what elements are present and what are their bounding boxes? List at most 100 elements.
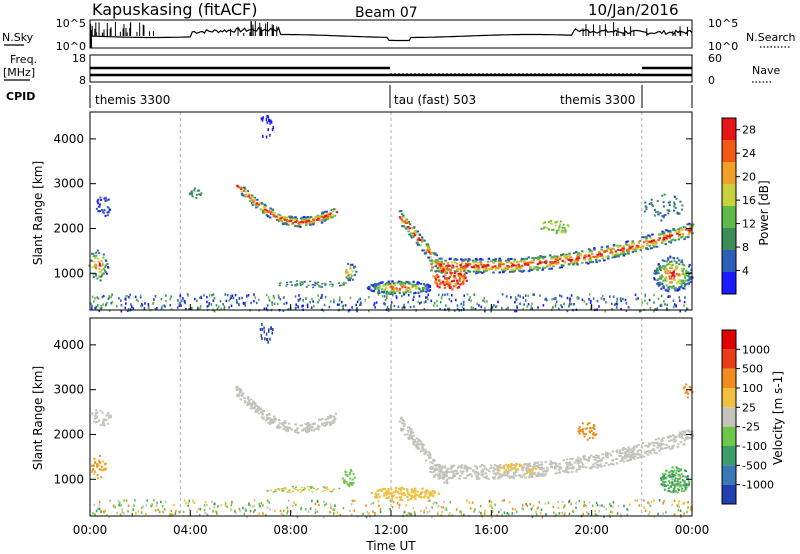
power-gate (609, 251, 612, 254)
power-gate (399, 210, 403, 213)
velocity-gate (681, 484, 684, 487)
power-gate (683, 300, 686, 304)
velocity-gate (431, 462, 434, 465)
power-gate (280, 220, 284, 223)
power-gate (648, 240, 652, 243)
power-gate (650, 198, 653, 201)
power-gate (105, 303, 107, 306)
power-gate (422, 286, 426, 290)
velocity-gate (583, 504, 585, 507)
power-gate (455, 298, 457, 302)
power-gate (568, 225, 571, 228)
power-gate (554, 262, 557, 265)
power-gate (447, 281, 450, 284)
power-gate (687, 233, 690, 236)
power-gate (416, 230, 420, 233)
power-gate (539, 294, 541, 297)
power-gate (639, 246, 642, 249)
power-gate (466, 293, 469, 296)
velocity-gate (330, 422, 333, 425)
velocity-gate (492, 470, 495, 473)
power-gate (347, 309, 350, 313)
velocity-gate (673, 473, 676, 476)
power-gate (265, 293, 268, 297)
power-gate (400, 283, 403, 286)
power-gate (302, 221, 305, 224)
power-gate (687, 274, 690, 277)
power-gate (98, 262, 101, 265)
power-gate (195, 193, 198, 196)
velocity-gate (673, 436, 676, 439)
power-gate (558, 225, 561, 228)
velocity-gate (535, 513, 538, 516)
power-gate (92, 252, 95, 255)
power-gate (317, 281, 320, 283)
power-gate (519, 302, 521, 306)
power-gate (492, 271, 495, 274)
velocity-gate (584, 466, 588, 469)
power-gate (615, 302, 617, 306)
velocity-gate (304, 423, 308, 426)
velocity-gate (553, 461, 557, 464)
power-gate (600, 248, 603, 251)
power-gate (309, 221, 313, 224)
velocity-gate (634, 445, 638, 448)
power-gate (258, 298, 260, 302)
velocity-gate (629, 503, 631, 506)
velocity-gate (409, 432, 413, 435)
power-gate (679, 309, 681, 313)
power-gate (98, 271, 101, 274)
power-gate (346, 271, 349, 274)
power-gate (650, 201, 653, 204)
velocity-gate (255, 404, 259, 407)
power-gate (550, 219, 553, 222)
velocity-gate (497, 477, 500, 480)
power-gate (299, 281, 302, 283)
velocity-gate (674, 477, 677, 480)
velocity-gate (555, 513, 558, 517)
power-gate (464, 262, 468, 265)
velocity-gate (140, 506, 143, 510)
power-gate (684, 236, 687, 239)
power-gate (385, 282, 389, 285)
velocity-gate (234, 510, 236, 513)
power-gate (482, 270, 486, 273)
velocity-gate (679, 433, 682, 436)
velocity-gate (436, 468, 439, 471)
velocity-gate (653, 451, 656, 454)
power-gate (531, 256, 534, 259)
velocity-gate (627, 459, 631, 462)
velocity-gate (287, 499, 290, 502)
velocity-gate (413, 439, 417, 442)
velocity-gate (175, 510, 177, 513)
power-gate (684, 296, 686, 299)
power-gate (676, 211, 679, 214)
power-gate (552, 306, 554, 309)
power-gate (356, 309, 358, 313)
velocity-gate (658, 442, 662, 445)
velocity-gate (428, 492, 431, 495)
velocity-gate (263, 330, 265, 334)
power-gate (502, 263, 505, 266)
power-gate (430, 263, 433, 266)
power-gate (335, 211, 339, 214)
velocity-gate (475, 466, 478, 469)
velocity-gate (551, 462, 555, 464)
power-gate (638, 310, 641, 313)
power-gate (97, 198, 100, 201)
power-gate (93, 300, 95, 303)
power-gate (652, 245, 656, 248)
power-gate (685, 271, 688, 274)
velocity-gate (575, 506, 577, 510)
power-gate (498, 257, 501, 260)
power-gate (676, 289, 679, 292)
power-gate (369, 288, 372, 291)
power-gate (253, 293, 255, 296)
power-gate (543, 226, 546, 229)
power-gate (437, 275, 440, 278)
velocity-gate (104, 467, 107, 470)
power-gate (534, 257, 537, 259)
power-gate (247, 294, 250, 297)
power-gate (283, 222, 286, 225)
